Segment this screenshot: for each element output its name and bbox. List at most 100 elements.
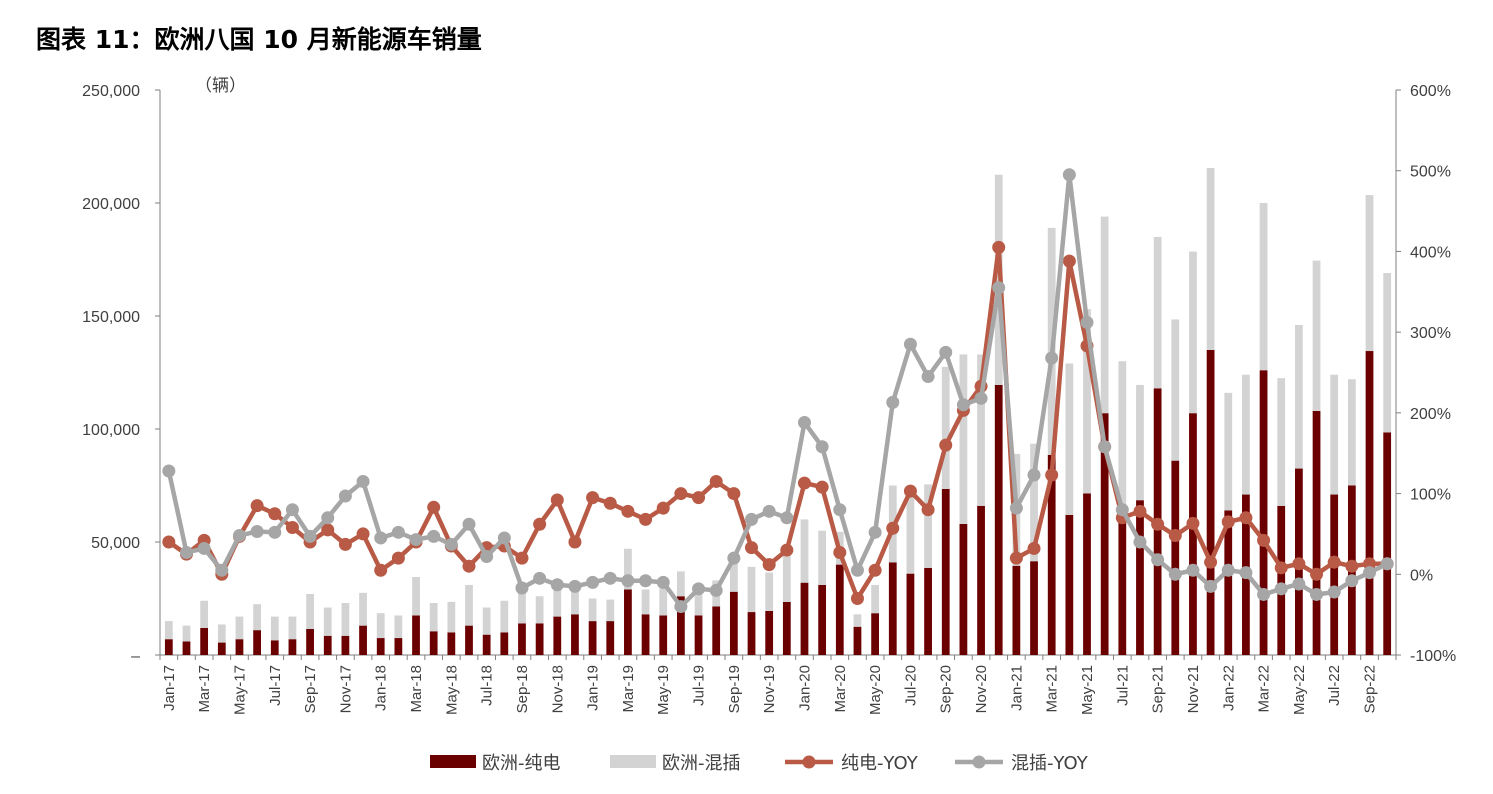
bev-yoy-point	[568, 535, 582, 549]
right-tick-label: 0%	[1410, 567, 1433, 584]
bev-bar	[959, 523, 968, 655]
bev-bar	[1065, 514, 1074, 655]
left-tick-label: 100,000	[82, 422, 140, 439]
bev-bar	[1206, 349, 1215, 655]
phev-yoy-point	[1204, 579, 1218, 593]
bev-yoy-point	[268, 507, 282, 521]
phev-yoy-point	[1186, 563, 1200, 577]
legend-label: 欧洲-纯电	[482, 753, 561, 774]
bev-bar	[270, 640, 279, 655]
phev-yoy-point	[692, 582, 706, 596]
bev-yoy-point	[586, 491, 600, 505]
bev-bar	[765, 610, 774, 655]
phev-yoy-point	[321, 511, 335, 525]
x-tick-label: Nov-21	[1185, 665, 1202, 713]
phev-yoy-point	[444, 537, 458, 551]
bev-yoy-point	[1292, 557, 1306, 571]
phev-bar	[482, 607, 491, 635]
bev-yoy-point	[674, 487, 688, 501]
phev-bar	[323, 607, 332, 636]
bev-bar	[253, 630, 261, 655]
phev-bar	[924, 484, 932, 568]
phev-bar	[959, 354, 968, 524]
phev-bar	[853, 614, 862, 627]
bev-bar	[624, 589, 632, 655]
x-tick-label: Jan-19	[585, 665, 602, 711]
bev-yoy-point	[762, 558, 776, 572]
bev-yoy-point	[1186, 516, 1200, 530]
bev-yoy-point	[391, 551, 405, 565]
bev-yoy-point	[427, 500, 441, 514]
x-tick-label: Jul-18	[479, 665, 496, 706]
phev-yoy-point	[745, 512, 759, 526]
phev-yoy-point	[409, 533, 423, 547]
phev-yoy-point	[1221, 563, 1235, 577]
phev-bar	[1383, 273, 1392, 433]
bev-bar	[853, 626, 862, 655]
bev-yoy-point	[1257, 533, 1271, 547]
bev-bar	[164, 639, 173, 655]
phev-yoy-point	[356, 474, 370, 488]
phev-yoy-point	[639, 574, 653, 588]
x-tick-label: Mar-20	[832, 665, 849, 713]
bev-bar	[835, 564, 844, 655]
bev-bar	[1330, 494, 1339, 655]
x-tick-label: Jan-20	[796, 665, 813, 711]
phev-yoy-point	[497, 531, 511, 545]
bev-bar	[376, 638, 385, 655]
bev-bar	[341, 635, 350, 655]
phev-bar	[1242, 374, 1250, 495]
bev-bar	[694, 615, 703, 655]
x-tick-label: Jan-22	[1220, 665, 1237, 711]
phev-bar	[429, 603, 438, 632]
phev-bar	[359, 592, 367, 626]
bev-yoy-point	[692, 491, 706, 505]
phev-bar	[164, 621, 173, 640]
bev-yoy-point	[1310, 567, 1324, 581]
bev-bar	[217, 642, 226, 655]
bev-bar	[800, 582, 809, 655]
bev-bar	[1277, 505, 1286, 655]
phev-yoy-point	[833, 503, 847, 517]
bev-yoy-point	[886, 521, 900, 535]
bev-bar	[553, 616, 562, 655]
phev-bar	[412, 577, 420, 616]
phev-yoy-point	[815, 440, 829, 454]
phev-bar	[1100, 216, 1109, 414]
x-tick-label: Nov-19	[761, 665, 778, 713]
bev-bar	[182, 641, 191, 655]
x-tick-label: Jul-22	[1326, 665, 1343, 706]
right-tick-label: -100%	[1410, 648, 1456, 665]
phev-yoy-point	[427, 529, 441, 543]
x-tick-label: Mar-19	[620, 665, 637, 713]
x-tick-label: Mar-17	[196, 665, 213, 713]
x-tick-label: Jul-19	[691, 665, 708, 706]
x-tick-label: Nov-18	[549, 665, 566, 713]
bev-bar	[888, 562, 897, 655]
phev-yoy-point	[1292, 577, 1306, 591]
phev-yoy-point	[1363, 566, 1377, 580]
left-tick-label: 250,000	[82, 83, 140, 100]
x-tick-label: May-21	[1079, 665, 1096, 715]
phev-bar	[782, 545, 791, 602]
phev-yoy-point	[1168, 567, 1182, 581]
right-tick-label: 100%	[1410, 487, 1451, 504]
phev-bar	[571, 587, 579, 615]
phev-yoy-point	[391, 525, 405, 539]
x-tick-label: May-17	[231, 665, 248, 715]
bev-bar	[1100, 413, 1109, 655]
phev-bar	[1030, 443, 1038, 562]
legend-label: 欧洲-混插	[662, 753, 741, 774]
legend-swatch	[610, 755, 656, 768]
legend-swatch-marker	[802, 755, 816, 769]
phev-yoy-point	[250, 525, 264, 539]
phev-yoy-point	[303, 529, 317, 543]
phev-bar	[906, 485, 915, 574]
phev-bar	[288, 616, 297, 640]
x-tick-label: Jul-20	[902, 665, 919, 706]
left-tick-label: 150,000	[82, 309, 140, 326]
bev-yoy-point	[780, 543, 794, 557]
phev-bar	[588, 598, 597, 622]
x-tick-label: Sep-18	[514, 665, 531, 713]
